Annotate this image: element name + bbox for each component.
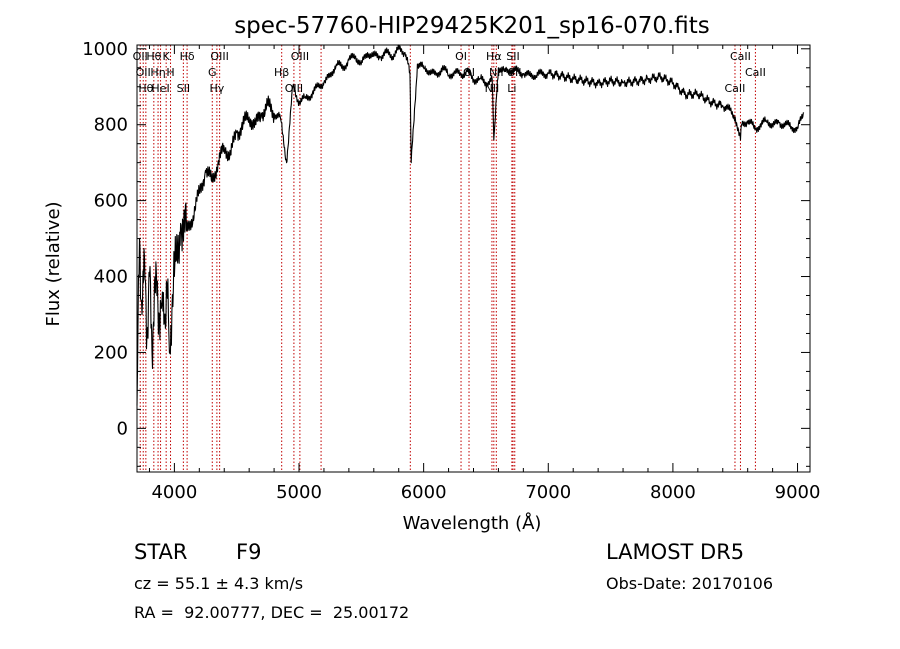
- line-marker-label: Hβ: [274, 66, 289, 79]
- line-marker-label: G: [208, 66, 217, 79]
- survey-name: LAMOST DR5: [606, 540, 745, 564]
- y-tick-label: 800: [94, 115, 128, 136]
- line-marker-label: OIII: [210, 50, 228, 63]
- line-marker-label: HeI: [151, 82, 169, 95]
- line-marker-label: OI: [455, 50, 467, 63]
- y-axis-label: Flux (relative): [43, 201, 64, 326]
- line-marker-label: SII: [177, 82, 190, 95]
- line-marker-label: OII: [136, 66, 151, 79]
- line-marker-label: Hη: [150, 66, 165, 79]
- line-marker-label: Hθ: [138, 82, 153, 95]
- line-marker-label: CaII: [745, 66, 766, 79]
- line-markers-group: [139, 45, 756, 472]
- y-tick-label: 1000: [82, 39, 128, 60]
- line-marker-label: H: [166, 66, 174, 79]
- line-marker-label: Hα: [486, 50, 502, 63]
- y-tick-label: 0: [117, 418, 128, 439]
- y-tick-label: 400: [94, 267, 128, 288]
- observation-date: Obs-Date: 20170106: [606, 574, 774, 593]
- x-tick-label: 6000: [401, 482, 447, 503]
- x-tick-label: 7000: [525, 482, 571, 503]
- line-marker-label: OII: [133, 50, 148, 63]
- line-marker-label: OIII: [291, 50, 309, 63]
- x-tick-label: 4000: [151, 482, 197, 503]
- redshift-velocity: cz = 55.1 ± 4.3 km/s: [134, 574, 304, 593]
- sky-coordinates: RA = 92.00777, DEC = 25.00172: [134, 603, 410, 622]
- line-marker-label: K: [163, 50, 171, 63]
- x-tick-label: 9000: [775, 482, 821, 503]
- x-axis-label: Wavelength (Å): [403, 512, 542, 534]
- x-axis-ticks: 4000 5000 6000 7000 8000 9000: [148, 45, 821, 503]
- object-class: STAR: [134, 540, 188, 564]
- line-marker-label: CaII: [730, 50, 751, 63]
- line-marker-label: SII: [506, 50, 519, 63]
- spectrum-series-line: [136, 44, 805, 406]
- line-marker-label: Hδ: [180, 50, 195, 63]
- y-axis-ticks: 0 200 400 600 800 1000: [82, 39, 810, 467]
- plot-frame: [136, 44, 811, 473]
- y-tick-label: 600: [94, 191, 128, 212]
- x-tick-label: 5000: [276, 482, 322, 503]
- spectral-subclass: F9: [236, 540, 262, 564]
- chart-title: spec-57760-HIP29425K201_sp16-070.fits: [234, 13, 710, 39]
- line-marker-label: Li: [507, 82, 516, 95]
- line-marker-label: Hγ: [209, 82, 224, 95]
- y-tick-label: 200: [94, 342, 128, 363]
- line-marker-label: CaII: [725, 82, 746, 95]
- line-marker-label: Hθ: [146, 50, 161, 63]
- x-tick-label: 8000: [650, 482, 696, 503]
